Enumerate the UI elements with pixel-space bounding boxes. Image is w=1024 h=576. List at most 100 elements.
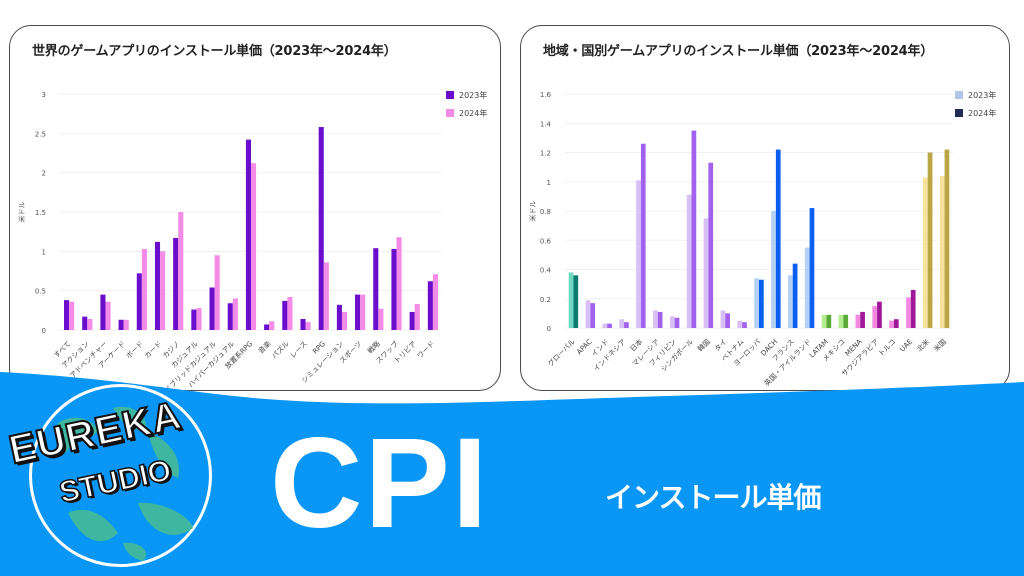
bar (173, 237, 179, 330)
y-tick-label: 1.5 (35, 209, 46, 217)
x-tick-label: 音楽 (256, 339, 272, 355)
y-tick-label: 0.2 (540, 296, 551, 304)
bar (300, 318, 306, 330)
bar (686, 194, 692, 328)
x-tick-label: 米国 (932, 337, 948, 353)
bar (754, 278, 759, 328)
bar (855, 314, 861, 328)
y-tick-label: 2 (42, 170, 46, 178)
bar (282, 300, 288, 330)
bar (889, 320, 894, 328)
bar (640, 143, 646, 328)
bar (178, 212, 184, 330)
global-cpi-bar-chart: 00.511.522.53米ドルすべてアクションアドベンチャーアーケードボードカ… (17, 91, 442, 392)
y-tick-label: 0.5 (35, 288, 46, 296)
bar (788, 275, 793, 328)
bar (251, 163, 257, 330)
x-tick-label: カード (143, 340, 164, 361)
bar (674, 317, 680, 328)
bar (396, 237, 402, 330)
bar (619, 319, 625, 328)
subheadline: インストール単価 (605, 481, 821, 514)
bar (136, 273, 142, 330)
bar (432, 274, 438, 330)
bar (209, 287, 215, 330)
bar (809, 208, 815, 328)
bar (669, 316, 675, 328)
legend-swatch-icon (446, 91, 454, 99)
bar (877, 301, 882, 328)
bar (323, 262, 329, 330)
x-tick-label: 戦略 (365, 339, 381, 355)
bar (287, 296, 293, 330)
bar (860, 311, 865, 328)
regional-cpi-chart-card: 地域・国別ゲームアプリのインストール単価（2023年〜2024年） 0 0.2 0.… (520, 25, 1010, 391)
bar (759, 279, 764, 328)
bar (227, 303, 233, 330)
bar (414, 304, 420, 330)
bar (893, 319, 899, 328)
bar (123, 319, 129, 330)
x-tick-label: パズル (270, 339, 291, 360)
bar (636, 180, 641, 328)
y-axis-label: 米ドル (17, 202, 26, 223)
y-tick-label: 1.2 (540, 150, 551, 158)
bar (196, 307, 202, 330)
y-tick-label: 1 (42, 248, 46, 256)
bar (360, 294, 366, 330)
legend-item[interactable]: 2024年 (446, 104, 487, 122)
bar (607, 323, 612, 328)
y-tick-label: 1 (547, 179, 551, 187)
bar (160, 251, 166, 330)
bar (708, 162, 714, 328)
bar (391, 248, 397, 330)
x-tick-label: UAE (898, 338, 914, 354)
bar (838, 314, 844, 328)
bar (141, 248, 147, 330)
bar (826, 314, 832, 328)
legend-item[interactable]: 2024年 (955, 104, 996, 122)
y-tick-label: 0 (547, 325, 551, 333)
chart-title: 世界のゲームアプリのインストール単価（2023年〜2024年） (32, 44, 397, 59)
y-tick-label: 0.6 (540, 237, 552, 245)
bar (742, 322, 747, 328)
bar (336, 304, 342, 330)
x-tick-label: グローバル (546, 337, 577, 368)
bar (910, 289, 916, 328)
bar (573, 275, 579, 328)
bar (922, 177, 928, 328)
bar (602, 323, 608, 328)
bar (737, 320, 743, 328)
bar (703, 218, 709, 328)
bar (64, 300, 70, 330)
bar (691, 130, 697, 328)
bar (653, 310, 658, 328)
y-axis-label: 米ドル (528, 201, 537, 222)
bar (725, 313, 730, 328)
bar (843, 314, 849, 328)
bar (585, 300, 591, 328)
legend-item[interactable]: 2023年 (955, 86, 996, 104)
y-tick-label: 1.6 (540, 91, 552, 99)
bar (804, 247, 810, 328)
bar (939, 175, 945, 328)
bar (872, 306, 878, 328)
bar (264, 324, 270, 330)
y-tick-label: 0.8 (540, 208, 551, 216)
legend-item[interactable]: 2023年 (446, 86, 487, 104)
x-tick-label: 韓国 (696, 337, 712, 353)
regional-cpi-bar-chart: 00.20.40.60.811.21.41.6米ドルグローバルAPACインドイン… (528, 91, 953, 388)
legend-swatch-icon (955, 109, 963, 117)
bar (269, 321, 275, 330)
bar (341, 311, 348, 330)
x-tick-label: トルコ (877, 338, 897, 358)
bar (427, 281, 433, 330)
y-tick-label: 0 (42, 327, 46, 335)
bar (100, 294, 106, 330)
globe-logo-icon (29, 384, 212, 567)
bar (720, 310, 726, 328)
bar (87, 318, 93, 330)
bar (821, 314, 827, 328)
bar (590, 303, 596, 328)
legend-swatch-icon (955, 91, 963, 99)
